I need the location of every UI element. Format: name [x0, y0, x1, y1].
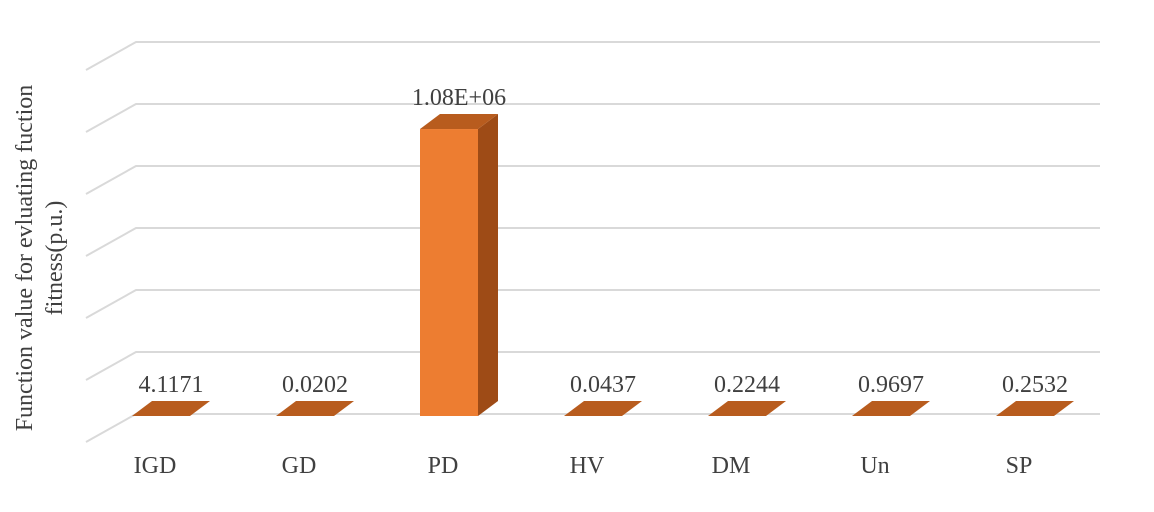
category-label: GD	[282, 453, 317, 479]
category-label: HV	[570, 453, 605, 479]
category-labels: IGD GD PD HV DM Un SP	[134, 453, 1033, 479]
bar-side	[478, 114, 498, 417]
category-label: DM	[712, 453, 751, 479]
data-label: 0.2532	[1002, 372, 1068, 398]
category-label: IGD	[134, 453, 177, 479]
y-axis-label-line-1: Function value for evluating fuction	[12, 85, 38, 432]
bar-flat	[852, 401, 930, 416]
bar-front	[420, 129, 478, 416]
bar-top	[420, 114, 498, 130]
gridline	[85, 103, 1100, 133]
data-label: 0.9697	[858, 372, 924, 398]
bar-flat	[564, 401, 642, 416]
category-label: Un	[860, 453, 889, 479]
category-label: SP	[1006, 453, 1033, 479]
data-label: 1.08E+06	[412, 85, 506, 111]
data-label: 4.1171	[138, 372, 203, 398]
data-label: 0.0202	[282, 372, 348, 398]
gridlines	[85, 41, 1100, 443]
gridline	[85, 351, 1100, 381]
bars	[132, 114, 1074, 417]
bar-flat	[132, 401, 210, 416]
data-labels: 4.1171 0.0202 1.08E+06 0.0437 0.2244 0.9697 0.…	[138, 85, 1068, 398]
gridline	[85, 165, 1100, 195]
y-axis-label: Function value for evluating fuction fit…	[12, 85, 68, 432]
gridline	[85, 289, 1100, 319]
gridline	[85, 413, 1100, 443]
category-label: PD	[428, 453, 459, 479]
data-label: 0.0437	[570, 372, 636, 398]
gridline	[85, 227, 1100, 257]
gridline	[85, 41, 1100, 71]
bar-flat	[276, 401, 354, 416]
y-axis-label-line-2: fitness(p.u.)	[42, 201, 68, 316]
bar-flat	[708, 401, 786, 416]
bar-flat	[996, 401, 1074, 416]
data-label: 0.2244	[714, 372, 780, 398]
